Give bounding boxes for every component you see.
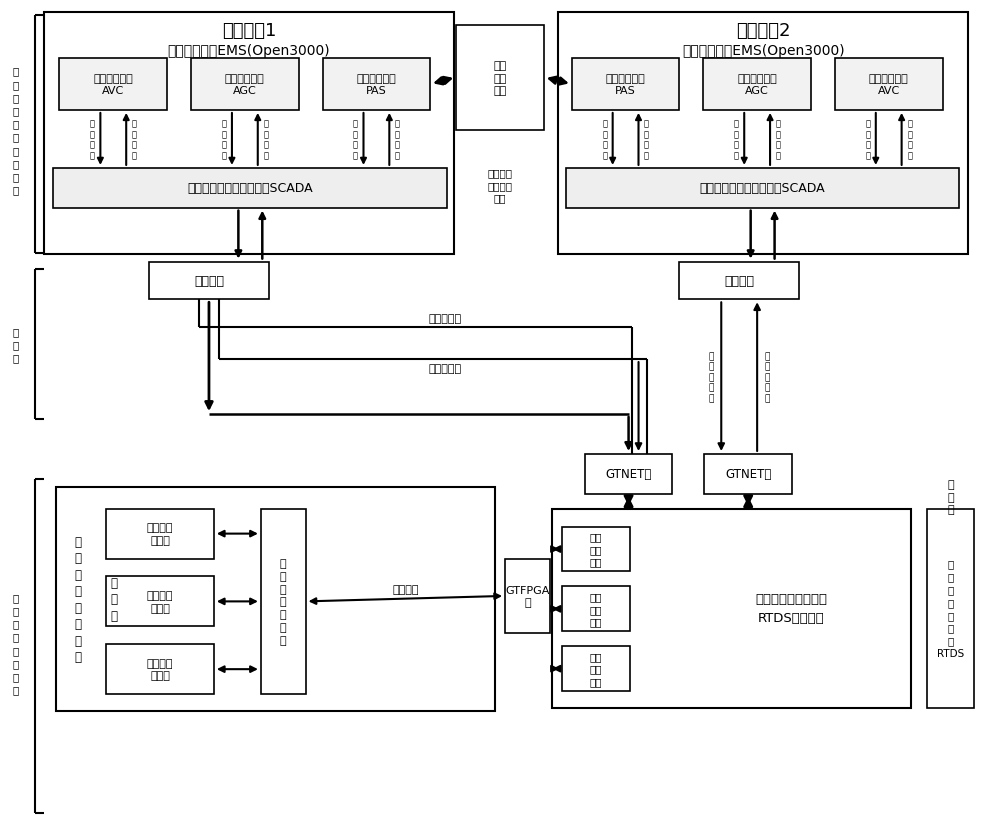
- Text: 调
压
指
令: 调 压 指 令: [865, 120, 870, 160]
- Text: 规约转换: 规约转换: [724, 275, 754, 288]
- Text: 遥
调
、
遥
控: 遥 调 、 遥 控: [709, 352, 714, 402]
- Text: 遥测、遥信: 遥测、遥信: [429, 314, 462, 324]
- Text: 数据采集与监视控制系统SCADA: 数据采集与监视控制系统SCADA: [188, 182, 313, 195]
- Text: 调
控
指
令: 调 控 指 令: [602, 120, 607, 160]
- Bar: [679, 263, 799, 300]
- Text: 自动电压控制
AVC: 自动电压控制 AVC: [93, 74, 133, 96]
- Text: 电
网
侧: 电 网 侧: [947, 480, 954, 514]
- Text: GTFPGA
卡: GTFPGA 卡: [505, 585, 550, 608]
- Text: 高级应用系统
PAS: 高级应用系统 PAS: [606, 74, 645, 96]
- Text: 实
时
量
测: 实 时 量 测: [907, 120, 912, 160]
- Text: 调
频
指
令: 调 频 指 令: [734, 120, 739, 160]
- Text: 实
时
量
测: 实 时 量 测: [776, 120, 781, 160]
- Text: 实
时
量
测: 实 时 量 测: [395, 120, 400, 160]
- Bar: [53, 169, 447, 208]
- Text: 调度系统2: 调度系统2: [736, 23, 790, 40]
- Bar: [585, 454, 672, 494]
- Text: 自动电压控制
AVC: 自动电压控制 AVC: [869, 74, 909, 96]
- Bar: [562, 646, 630, 691]
- Text: 调度系统1: 调度系统1: [222, 23, 276, 40]
- Text: 风电仿真
服务器: 风电仿真 服务器: [147, 658, 173, 681]
- Bar: [703, 59, 811, 111]
- Text: 实
时
数
字
仿
真
器
RTDS: 实 时 数 字 仿 真 器 RTDS: [937, 559, 964, 659]
- Text: 调
压
指
令: 调 压 指 令: [90, 120, 95, 160]
- Bar: [106, 509, 214, 558]
- Bar: [44, 13, 454, 254]
- Text: 自动发电控制
AGC: 自动发电控制 AGC: [737, 74, 777, 96]
- Text: GTNET卡: GTNET卡: [605, 468, 652, 481]
- Bar: [566, 169, 959, 208]
- Text: 遥
测
、
遥
信: 遥 测 、 遥 信: [764, 352, 770, 402]
- Text: 能量管理系统EMS(Open3000): 能量管理系统EMS(Open3000): [168, 44, 330, 59]
- Text: 实
时
量
测: 实 时 量 测: [263, 120, 268, 160]
- Text: 控制中心
之间信息
通讯: 控制中心 之间信息 通讯: [488, 168, 512, 203]
- Text: 规约转换: 规约转换: [194, 275, 224, 288]
- Bar: [505, 558, 550, 634]
- Bar: [59, 59, 167, 111]
- Text: 能量管理系统EMS(Open3000): 能量管理系统EMS(Open3000): [682, 44, 844, 59]
- Text: 以
太
网: 以 太 网: [12, 327, 19, 363]
- Bar: [106, 645, 214, 694]
- Text: 实
时
量
测: 实 时 量 测: [644, 120, 649, 160]
- Bar: [927, 509, 974, 708]
- Text: 水电
接口
模型: 水电 接口 模型: [589, 592, 602, 626]
- Bar: [835, 59, 943, 111]
- Text: 火电
接口
模型: 火电 接口 模型: [589, 532, 602, 567]
- Bar: [572, 59, 679, 111]
- Bar: [456, 26, 544, 130]
- Text: 水电仿真
服务器: 水电仿真 服务器: [147, 590, 173, 613]
- Bar: [323, 59, 430, 111]
- Text: 风电
接口
模型: 风电 接口 模型: [589, 651, 602, 686]
- Text: 广域
网模
拟器: 广域 网模 拟器: [493, 61, 507, 96]
- Text: GTNET卡: GTNET卡: [725, 468, 771, 481]
- Bar: [704, 454, 792, 494]
- Text: 多
级
调
度
控
制
系
统
仿
真: 多 级 调 度 控 制 系 统 仿 真: [12, 67, 19, 195]
- Text: 自动发电控制
AGC: 自动发电控制 AGC: [225, 74, 265, 96]
- Bar: [149, 263, 269, 300]
- Bar: [552, 509, 911, 708]
- Text: 火电仿真
服务器: 火电仿真 服务器: [147, 522, 173, 545]
- Text: 详
细
动
力
系
统
仿
真: 详 细 动 力 系 统 仿 真: [12, 593, 19, 695]
- Text: 高级应用系统
PAS: 高级应用系统 PAS: [357, 74, 396, 96]
- Bar: [106, 577, 214, 626]
- Text: 调
控
指
令: 调 控 指 令: [353, 120, 358, 160]
- Text: 数据采集与监视控制系统SCADA: 数据采集与监视控制系统SCADA: [700, 182, 825, 195]
- Bar: [56, 487, 495, 711]
- Bar: [261, 509, 306, 694]
- Text: 电
源
侧: 电 源 侧: [111, 576, 118, 622]
- Bar: [558, 13, 968, 254]
- Text: 电
厂
详
细
仿
真
平
台: 电 厂 详 细 仿 真 平 台: [75, 535, 82, 663]
- Text: 调
频
指
令: 调 频 指 令: [221, 120, 226, 160]
- Text: 遥调、遥控: 遥调、遥控: [429, 364, 462, 374]
- Text: 源
侧
协
调
服
务
器: 源 侧 协 调 服 务 器: [280, 558, 287, 645]
- Bar: [562, 527, 630, 572]
- Bar: [191, 59, 299, 111]
- Text: 等值后的交直流系统
RTDS仿真模型: 等值后的交直流系统 RTDS仿真模型: [755, 593, 827, 624]
- Text: 光纤通讯: 光纤通讯: [392, 584, 419, 594]
- Text: 实
时
量
测: 实 时 量 测: [132, 120, 137, 160]
- Bar: [562, 587, 630, 631]
